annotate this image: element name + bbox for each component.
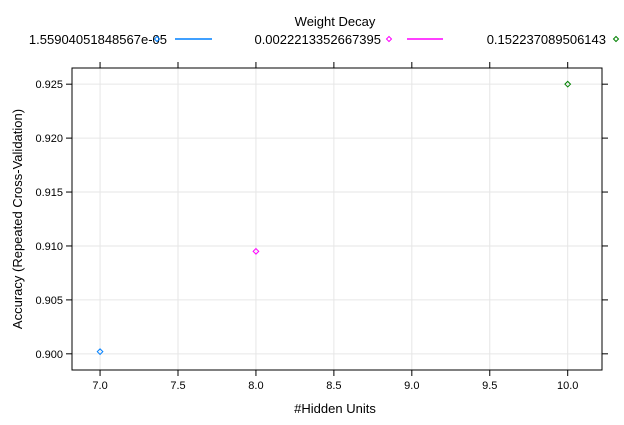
x-tick-label: 9.5 [482, 380, 497, 392]
x-tick-label: 8.5 [326, 380, 341, 392]
axis-ticks: 7.0 7.5 8.0 8.5 9.0 9.5 10.0 0.900 0.905 0.910 0.9… [35, 62, 608, 392]
legend: Weight Decay 1.55904051848567e-05 0.00222… [29, 14, 620, 47]
x-tick-label: 8.0 [248, 380, 263, 392]
legend-label: 1.55904051848567e-05 [29, 32, 167, 47]
y-tick-label: 0.925 [35, 79, 63, 91]
plot-frame [71, 67, 603, 371]
y-axis-label: Accuracy (Repeated Cross-Validation) [10, 109, 25, 329]
y-tick-label: 0.910 [35, 241, 63, 253]
y-tick-label: 0.900 [35, 349, 63, 361]
x-axis-label: #Hidden Units [294, 401, 376, 416]
data-point [252, 247, 260, 255]
data-point [564, 80, 572, 88]
grid [72, 68, 602, 370]
data-points [96, 80, 572, 356]
x-tick-label: 10.0 [557, 380, 578, 392]
data-point [96, 348, 104, 356]
legend-marker [612, 35, 620, 43]
legend-marker [385, 35, 393, 43]
y-tick-label: 0.915 [35, 187, 63, 199]
legend-marker [153, 35, 161, 43]
x-tick-label: 9.0 [404, 380, 419, 392]
legend-label: 0.152237089506143 [487, 32, 606, 47]
x-tick-label: 7.0 [92, 380, 107, 392]
y-tick-label: 0.920 [35, 133, 63, 145]
y-tick-label: 0.905 [35, 295, 63, 307]
legend-title: Weight Decay [295, 14, 376, 29]
legend-label: 0.0022213352667395 [254, 32, 381, 47]
x-tick-label: 7.5 [170, 380, 185, 392]
